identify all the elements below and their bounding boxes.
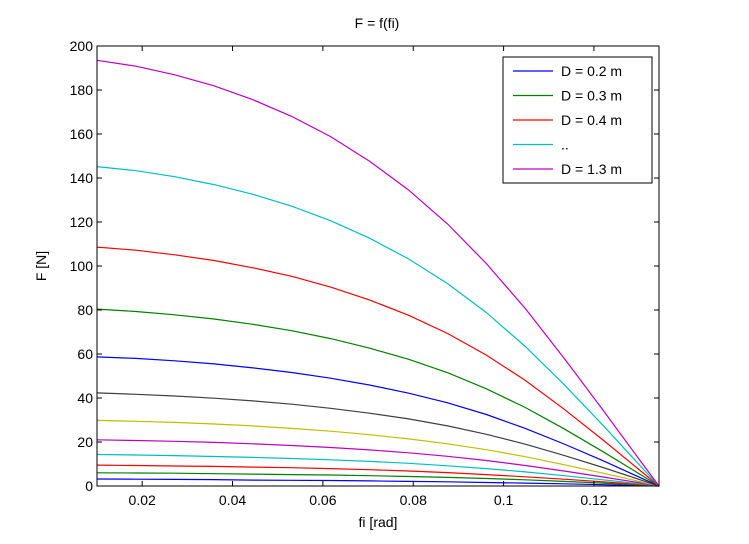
y-tick-label: 0 <box>85 478 93 494</box>
series-line-10 <box>96 246 660 487</box>
x-tick-label: 0.02 <box>129 492 156 508</box>
series-line-5 <box>96 439 660 487</box>
y-tick-label: 120 <box>70 214 94 230</box>
series-line-4 <box>96 453 660 487</box>
series-layer <box>96 59 660 487</box>
y-tick-label: 140 <box>70 170 94 186</box>
series-line-11 <box>96 166 660 487</box>
y-tick-label: 60 <box>77 346 93 362</box>
y-tick-label: 200 <box>70 38 94 54</box>
legend-label: D = 0.3 m <box>561 88 622 104</box>
legend-label: D = 0.2 m <box>561 63 622 79</box>
x-tick-label: 0.06 <box>309 492 336 508</box>
series-line-2 <box>96 472 660 487</box>
legend-label: D = 0.4 m <box>561 112 622 128</box>
series-line-6 <box>96 419 660 487</box>
y-tick-label: 100 <box>70 258 94 274</box>
x-tick-label: 0.1 <box>494 492 514 508</box>
y-tick-label: 180 <box>70 82 94 98</box>
legend-label: .. <box>561 137 569 153</box>
axis-ticks: 0.02 0.04 0.06 0.08 0.1 0.12 0 20 40 60 80 100 120 14… <box>70 38 659 508</box>
series-line-8 <box>96 356 660 487</box>
y-tick-label: 40 <box>77 390 93 406</box>
x-tick-label: 0.08 <box>400 492 427 508</box>
legend: D = 0.2 m D = 0.3 m D = 0.4 m.. D = 1.3 m <box>502 56 653 184</box>
series-line-12 <box>96 59 660 487</box>
series-line-1 <box>96 478 660 487</box>
series-line-7 <box>96 392 660 487</box>
x-tick-label: 0.04 <box>219 492 246 508</box>
x-axis-label: fi [rad] <box>359 514 398 530</box>
series-line-3 <box>96 464 660 487</box>
x-tick-label: 0.12 <box>580 492 607 508</box>
chart-title: F = f(fi) <box>355 15 400 31</box>
y-tick-label: 20 <box>77 434 93 450</box>
series-line-9 <box>96 308 660 487</box>
y-tick-label: 80 <box>77 302 93 318</box>
legend-label: D = 1.3 m <box>561 161 622 177</box>
y-axis-label: F [N] <box>33 251 49 281</box>
y-tick-label: 160 <box>70 126 94 142</box>
